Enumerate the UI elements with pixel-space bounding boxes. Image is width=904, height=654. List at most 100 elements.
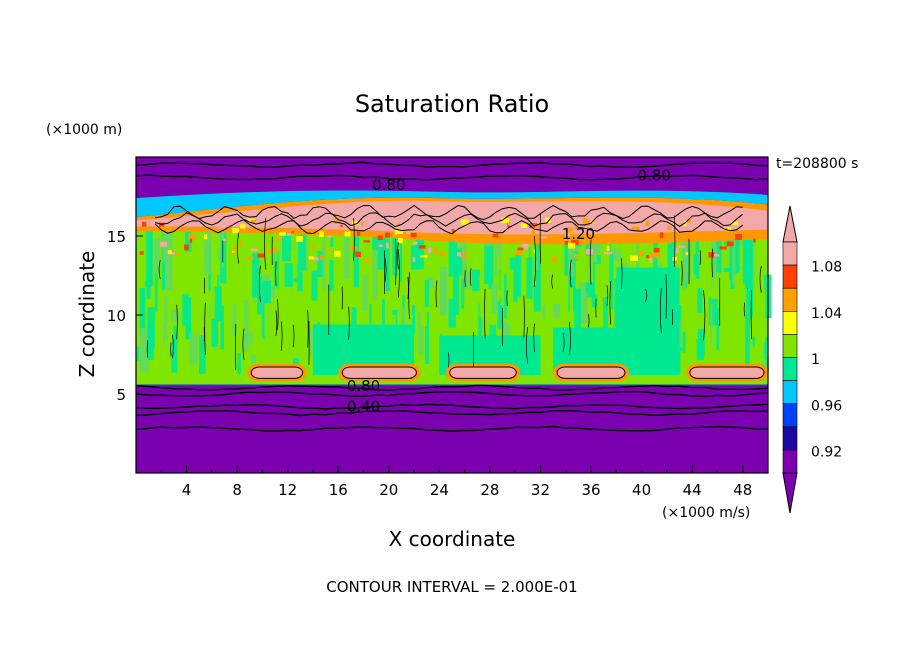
speckle — [555, 225, 558, 228]
speckle — [638, 250, 644, 257]
speckle — [176, 253, 180, 256]
contour-line — [533, 323, 535, 353]
speckle — [451, 229, 455, 233]
speckle — [340, 224, 343, 227]
speckle — [413, 241, 418, 245]
speckle — [675, 248, 679, 254]
speckle — [433, 248, 438, 254]
data-cell — [496, 256, 500, 302]
y-axis-label: Z coordinate — [75, 251, 99, 378]
contour-line — [348, 306, 350, 340]
speckle — [406, 228, 410, 235]
data-cell — [479, 275, 488, 317]
speckle — [188, 234, 197, 240]
contour-line — [562, 332, 565, 353]
data-cell — [344, 231, 350, 279]
data-cell — [147, 307, 155, 349]
speckle — [321, 228, 327, 234]
speckle — [312, 257, 319, 261]
speckle — [460, 219, 469, 225]
speckle — [189, 238, 193, 243]
speckle — [631, 226, 640, 232]
speckle — [452, 218, 458, 224]
speckle — [327, 246, 331, 252]
colorbar-swatch — [782, 334, 798, 358]
data-cell — [454, 248, 463, 275]
data-cell — [211, 318, 218, 347]
data-cell — [764, 337, 769, 368]
data-cell — [488, 231, 494, 289]
speckle — [334, 218, 341, 225]
data-cell — [752, 336, 755, 347]
band-base-edge — [136, 384, 768, 388]
contour-line — [523, 295, 525, 338]
data-cell — [609, 237, 612, 284]
contour-label: 0.80 — [638, 167, 671, 185]
data-cell — [745, 314, 750, 364]
contour-line — [154, 212, 744, 228]
contour-line — [470, 268, 472, 286]
data-cell — [137, 231, 140, 285]
speckle — [692, 228, 696, 234]
speckle — [365, 220, 371, 227]
data-cell — [232, 304, 237, 336]
data-cell — [764, 358, 769, 373]
speckle — [277, 235, 281, 241]
colorbar-swatch — [782, 310, 798, 335]
data-cell — [237, 353, 241, 375]
data-cell — [162, 325, 165, 346]
contour-line — [396, 242, 399, 269]
contour-line — [606, 285, 609, 306]
contour-interval-footer: CONTOUR INTERVAL = 2.000E-01 — [326, 578, 577, 596]
data-cell — [515, 255, 522, 297]
data-cell — [440, 266, 448, 316]
data-cell — [385, 292, 391, 318]
contour-label: 0.40 — [347, 397, 380, 415]
data-cell — [390, 231, 393, 282]
colorbar-swatch — [782, 380, 798, 405]
contour-line — [353, 217, 355, 261]
colorbar-tick-label: 0.92 — [811, 444, 842, 460]
x-tick-label: 20 — [379, 481, 398, 499]
speckle — [287, 232, 292, 236]
data-cell — [614, 248, 621, 262]
data-cell — [720, 290, 725, 306]
data-cell — [362, 274, 368, 311]
contour-line — [154, 219, 743, 235]
contour-line — [281, 321, 283, 351]
data-cell — [311, 270, 318, 301]
data-cell — [424, 277, 434, 294]
speckle — [203, 234, 208, 240]
speckle — [653, 247, 660, 253]
data-cell — [710, 303, 713, 344]
speckle — [708, 252, 715, 258]
speckle — [334, 250, 341, 257]
data-cell — [610, 253, 614, 310]
data-cell — [616, 267, 680, 376]
speckle — [141, 221, 147, 227]
data-cell — [739, 246, 744, 267]
data-cell — [372, 235, 378, 252]
data-cell — [746, 281, 753, 316]
speckle — [240, 224, 246, 229]
band-lower — [136, 386, 768, 473]
data-cell — [329, 259, 334, 291]
speckle — [397, 230, 403, 234]
data-cell — [256, 275, 262, 315]
contour-line — [484, 288, 486, 339]
speckle — [685, 252, 689, 256]
contour-line — [750, 290, 753, 340]
speckle — [734, 234, 742, 240]
data-cell — [484, 231, 489, 284]
speckle — [630, 255, 639, 261]
colorbar-swatch — [782, 449, 798, 474]
data-cell — [564, 234, 569, 276]
data-cell — [272, 340, 279, 373]
contour-line — [551, 274, 554, 289]
contour-line — [759, 265, 762, 293]
speckle — [310, 245, 317, 249]
colorbar-tick-label: 1.08 — [811, 260, 842, 276]
speckle — [344, 231, 351, 237]
data-cell — [392, 231, 399, 275]
data-cell — [509, 257, 518, 303]
